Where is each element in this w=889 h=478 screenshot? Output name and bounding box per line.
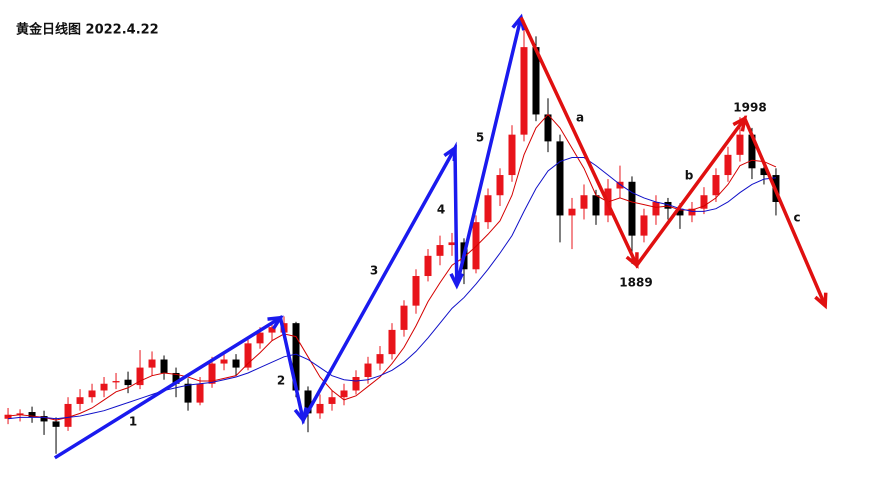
candle-body [736,134,744,155]
candle-body [352,377,360,391]
wave-arrowhead [732,115,748,132]
candle-body [712,175,720,196]
candle-body [28,412,36,418]
wave-label: 1998 [733,101,766,115]
candle-body [640,215,648,236]
moving-average-line [7,113,777,421]
wave-label: a [576,111,584,125]
candle-body [448,242,456,246]
candle-body [184,383,192,403]
candle-body [4,414,12,419]
wave-label: 1889 [619,276,652,290]
candle-body [484,195,492,223]
candle-body [124,379,132,386]
wave-arrowhead [293,407,308,425]
candle-body [580,195,588,209]
candle-body [688,208,696,216]
candle-body [244,343,252,368]
candle-body [556,141,564,216]
candle-body [412,276,420,306]
wave-label: 1 [129,415,137,429]
moving-average-line [7,157,777,420]
candle-body [16,413,24,415]
candle-body [676,208,684,216]
candle-body [208,363,216,384]
candle-body [136,367,144,386]
candle-body [748,134,756,169]
candle-body [568,208,576,216]
candle-body [436,245,444,256]
chart-title: 黄金日线图 2022.4.22 [16,22,159,38]
candle-body [544,114,552,142]
candle-body [256,332,264,344]
candle-body [340,390,348,398]
candle-body [112,381,120,383]
candle-body [304,390,312,414]
wave-line [519,16,827,307]
candle-body [592,195,600,216]
candle-body [316,403,324,414]
wave-label: c [793,211,800,225]
wave-arrowhead [625,252,639,269]
candle-body [652,201,660,216]
candle-body [724,154,732,176]
candle-body [160,359,168,373]
candle-body [292,323,300,391]
candle-body [376,354,384,364]
wave-label: 2 [277,374,285,388]
candle-body [700,195,708,209]
candle-body [532,47,540,115]
candle-body [64,403,72,427]
candle-body [100,383,108,391]
wave-label: b [685,169,694,183]
candle-body [196,383,204,403]
candle-body [664,201,672,209]
candle-body [88,390,96,398]
candle-body [496,175,504,196]
wave-arrowhead [443,144,457,162]
candle-body [616,181,624,189]
candle-body [40,416,48,422]
wave-label: 5 [476,131,484,145]
wave-arrowhead [814,292,828,310]
wave-arrowhead [267,315,284,330]
candle-body [388,329,396,355]
wave-arrowhead [449,272,464,290]
candle-body [628,181,636,236]
candle-body [172,372,180,384]
candle-body [520,47,528,135]
candle-body [268,327,276,333]
wave-label: 3 [370,264,378,278]
candle-body [760,168,768,176]
candle-body [364,363,372,378]
candle-body [328,397,336,404]
candle-body [220,359,228,364]
candle-body [52,421,60,427]
candle-body [148,359,156,368]
candle-body [76,397,84,404]
wave-line [53,17,523,460]
candle-body [508,134,516,176]
candle-body [424,255,432,277]
candle-body [232,359,240,368]
candle-body [400,305,408,330]
wave-label: 4 [437,203,445,217]
